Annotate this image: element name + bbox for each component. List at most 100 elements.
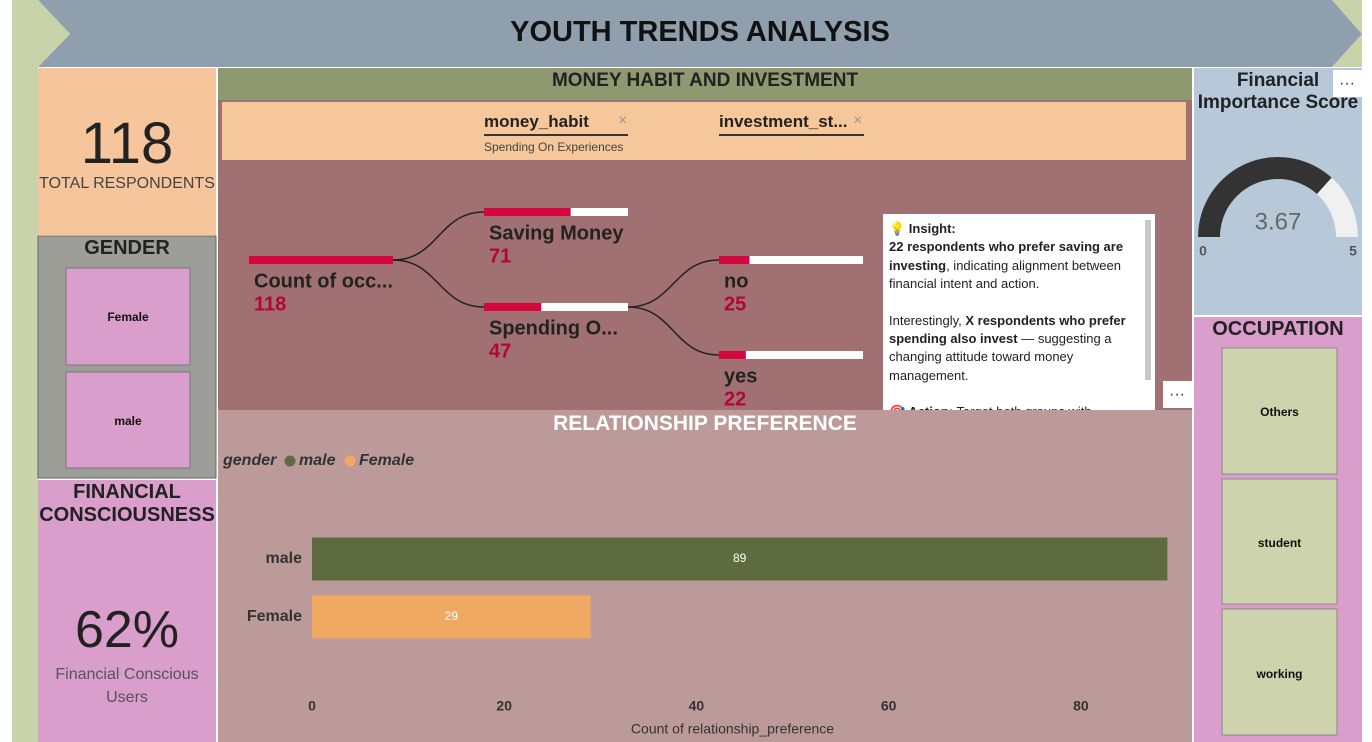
side-strip bbox=[12, 0, 38, 742]
insight-paragraph: 22 respondents who prefer saving are inv… bbox=[889, 238, 1141, 293]
bar-chart: gender male Female male 89 Female 29 0 20 40 60 80 C… bbox=[222, 452, 1168, 737]
clear-icon[interactable]: × bbox=[853, 112, 863, 129]
insight-text: 🎯 Action: bbox=[889, 404, 953, 410]
x-tick-label: 80 bbox=[1073, 698, 1089, 714]
bar-track bbox=[719, 351, 863, 359]
clear-icon[interactable]: × bbox=[618, 112, 628, 129]
tile-label[interactable]: working bbox=[1256, 667, 1303, 681]
node-label: Spending O... bbox=[489, 317, 618, 339]
occupation-tile[interactable] bbox=[1221, 478, 1338, 605]
kpi-card bbox=[38, 68, 216, 235]
panel-title: FINANCIAL CONSCIOUSNESS bbox=[39, 481, 215, 526]
connector bbox=[392, 259, 485, 308]
connector bbox=[392, 211, 485, 261]
header-banner bbox=[38, 0, 1362, 67]
slicer-selection: Spending On Experiences bbox=[484, 140, 624, 154]
panel-title: Financial Importance Score bbox=[1197, 70, 1359, 113]
insight-text: 💡 Insight: bbox=[889, 221, 956, 236]
header-chevron bbox=[38, 0, 70, 67]
node-value: 25 bbox=[724, 293, 746, 315]
insight-text: X respondents who prefer spending also i… bbox=[889, 312, 1126, 347]
slicer-label[interactable]: money_habit bbox=[484, 112, 628, 136]
tree-bar bbox=[484, 303, 542, 311]
more-icon: ··· bbox=[1339, 75, 1355, 92]
insight-text: , indicating alignment between financial… bbox=[889, 257, 1121, 292]
kpi-label: TOTAL RESPONDENTS bbox=[39, 175, 215, 192]
panel-title: MONEY HABIT AND INVESTMENT bbox=[551, 70, 859, 91]
more-button[interactable] bbox=[1163, 381, 1192, 408]
gender-tile[interactable] bbox=[65, 267, 191, 366]
bar bbox=[312, 537, 1168, 581]
node-label: Saving Money bbox=[489, 222, 624, 244]
occupation-tile[interactable] bbox=[1221, 347, 1338, 475]
gauge: 3.67 0 5 bbox=[1198, 157, 1358, 259]
gauge-max: 5 bbox=[1349, 243, 1357, 259]
node-label: yes bbox=[724, 365, 757, 387]
insight-paragraph: 💡 Insight: bbox=[889, 220, 1141, 238]
data-label: 89 bbox=[733, 551, 747, 565]
node-value: 47 bbox=[489, 340, 511, 362]
tile-label[interactable]: Others bbox=[1260, 405, 1299, 419]
x-axis-title: Count of relationship_preference bbox=[631, 721, 834, 737]
insight-paragraph: 🎯 Action: Target both groups with bbox=[889, 403, 1141, 410]
insight-text: 22 respondents who prefer saving are inv… bbox=[889, 239, 1124, 273]
kpi-value: 62% bbox=[74, 601, 180, 659]
insight-paragraph: Interestingly, X respondents who prefer … bbox=[889, 312, 1141, 386]
tile-label[interactable]: male bbox=[114, 414, 142, 428]
bar-track bbox=[484, 303, 628, 311]
bar-track bbox=[719, 256, 863, 264]
tree-bar bbox=[249, 256, 393, 264]
x-tick-label: 40 bbox=[689, 698, 705, 714]
chart-title: RELATIONSHIP PREFERENCE bbox=[553, 412, 857, 435]
y-tick-label: male bbox=[266, 550, 303, 567]
scrollbar[interactable] bbox=[1145, 220, 1151, 380]
panel-title: OCCUPATION bbox=[1212, 318, 1344, 340]
gauge-value bbox=[1198, 157, 1332, 237]
node-label: Count of occ... bbox=[254, 270, 393, 292]
tree-bar bbox=[719, 351, 746, 359]
node-value: 22 bbox=[724, 388, 746, 410]
legend-title: gender bbox=[222, 452, 277, 469]
legend-marker bbox=[284, 455, 296, 467]
consciousness-panel bbox=[38, 480, 216, 742]
occupation-tile[interactable] bbox=[1221, 608, 1338, 736]
dashboard-title: YOUTH TRENDS ANALYSIS bbox=[510, 16, 890, 48]
slicer-label[interactable]: investment_st... bbox=[719, 112, 864, 136]
insight-box: 💡 Insight: 22 respondents who prefer savi… bbox=[883, 214, 1155, 410]
tile-label[interactable]: student bbox=[1257, 536, 1302, 550]
node-value: 118 bbox=[254, 293, 286, 315]
bar bbox=[312, 595, 591, 639]
more-icon: ··· bbox=[1169, 386, 1185, 403]
more-button[interactable] bbox=[1333, 70, 1362, 97]
slicer-bar bbox=[222, 102, 1186, 160]
kpi-value: 118 bbox=[80, 111, 174, 176]
x-tick-label: 0 bbox=[308, 698, 316, 714]
connector bbox=[627, 259, 720, 308]
gauge-value-label: 3.67 bbox=[1255, 208, 1302, 235]
tree-bar bbox=[484, 208, 571, 216]
connector bbox=[627, 306, 720, 356]
x-tick-label: 60 bbox=[881, 698, 897, 714]
tile-label[interactable]: Female bbox=[107, 310, 149, 324]
x-tick-label: 20 bbox=[496, 698, 512, 714]
header-chevron bbox=[1332, 0, 1362, 67]
kpi-label: Financial Conscious Users bbox=[55, 666, 199, 706]
legend-label: male bbox=[299, 452, 336, 469]
panel-title: GENDER bbox=[84, 237, 170, 259]
money-panel-header bbox=[218, 68, 1192, 100]
node-label: no bbox=[724, 270, 748, 292]
legend-marker bbox=[344, 455, 356, 467]
data-label: 29 bbox=[445, 609, 459, 623]
insight-text: — suggesting a changing attitude toward … bbox=[889, 331, 1112, 383]
slicer[interactable]: money_habit × Spending On Experiences bbox=[484, 112, 628, 154]
tree-bar bbox=[719, 256, 750, 264]
insight-text: Target both groups with bbox=[953, 404, 1091, 410]
gender-tile[interactable] bbox=[65, 371, 191, 469]
slicer[interactable]: investment_st... × bbox=[719, 112, 864, 136]
insight-text: Interestingly, bbox=[889, 312, 966, 328]
y-tick-label: Female bbox=[247, 608, 302, 625]
node-value: 71 bbox=[489, 245, 511, 267]
